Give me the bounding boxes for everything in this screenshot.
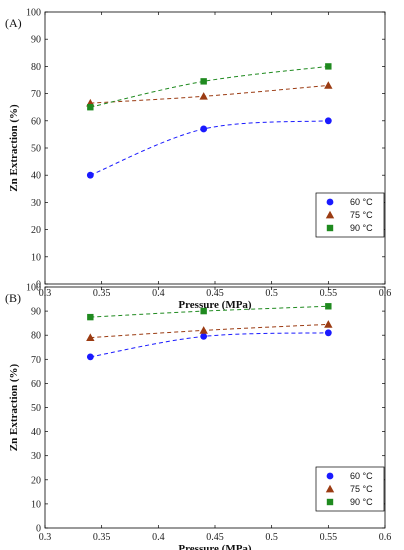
y-tick-label: 0 — [36, 280, 41, 291]
x-tick-label: 0.45 — [206, 288, 224, 299]
y-tick-label: 50 — [31, 403, 41, 414]
y-tick-label: 60 — [31, 116, 41, 127]
x-tick-label: 0.45 — [206, 532, 224, 543]
y-tick-label: 70 — [31, 89, 41, 100]
data-point — [86, 333, 95, 341]
y-tick-label: 10 — [31, 252, 41, 263]
y-tick-label: 40 — [31, 171, 41, 182]
data-point — [200, 78, 207, 85]
legend-label: 60 °C — [350, 197, 373, 207]
y-tick-label: 70 — [31, 355, 41, 366]
legend-label: 75 °C — [350, 484, 373, 494]
y-tick-label: 60 — [31, 379, 41, 390]
data-point — [325, 303, 332, 310]
x-tick-label: 0.3 — [39, 532, 52, 543]
y-tick-label: 50 — [31, 144, 41, 155]
x-tick-label: 0.55 — [320, 288, 338, 299]
legend-label: 90 °C — [350, 223, 373, 233]
y-tick-label: 30 — [31, 198, 41, 209]
legend-marker — [325, 484, 335, 493]
x-tick-label: 0.5 — [265, 288, 278, 299]
x-tick-label: 0.55 — [320, 532, 338, 543]
chart-panel-b: (B) 0 10 20 30 40 50 60 70 80 90 100 0.3 0.35 0.4 0.45 0… — [5, 283, 391, 550]
x-tick-label: 0.4 — [152, 532, 165, 543]
data-point — [200, 333, 208, 340]
y-tick-label: 90 — [31, 307, 41, 318]
x-tick-label: 0.35 — [93, 532, 111, 543]
x-tick-label: 0.4 — [152, 288, 165, 299]
data-point — [199, 326, 208, 334]
data-point — [324, 81, 333, 89]
x-tick-label: 0.35 — [93, 288, 111, 299]
y-tick-label: 100 — [26, 283, 41, 294]
legend-marker — [325, 210, 335, 219]
data-point — [87, 104, 94, 111]
plot-frame — [44, 11, 386, 285]
data-point — [87, 313, 94, 321]
legend-label: 60 °C — [350, 471, 373, 481]
y-axis-title: Zn Extraction (%) — [8, 104, 20, 192]
y-tick-label: 40 — [31, 427, 41, 438]
data-point — [199, 92, 208, 100]
data-point — [200, 307, 207, 315]
legend-label: 75 °C — [350, 210, 373, 220]
series-line — [90, 120, 329, 176]
y-axis-title: Zn Extraction (%) — [8, 363, 20, 451]
x-axis-title: Pressure (MPa) — [178, 543, 252, 550]
y-tick-label: 100 — [26, 8, 41, 19]
y-tick-label: 80 — [31, 62, 41, 73]
legend-marker — [326, 224, 334, 232]
data-point — [200, 125, 208, 133]
data-point — [86, 171, 94, 179]
y-tick-label: 30 — [31, 451, 41, 462]
y-tick-label: 0 — [36, 524, 41, 535]
x-tick-label: 0.6 — [379, 532, 392, 543]
y-tick-label: 80 — [31, 331, 41, 342]
data-point — [86, 353, 94, 361]
panel-label: (B) — [5, 291, 21, 305]
y-tick-label: 10 — [31, 499, 41, 510]
data-point — [325, 63, 332, 70]
y-tick-label: 20 — [31, 475, 41, 486]
legend-label: 90 °C — [350, 497, 373, 507]
legend-marker — [326, 498, 334, 506]
series-line — [90, 84, 329, 104]
data-point — [324, 320, 333, 328]
series-line — [90, 65, 329, 108]
data-point — [324, 329, 332, 337]
panel-label: (A) — [5, 16, 22, 30]
data-point — [324, 117, 332, 125]
legend-marker — [326, 472, 334, 480]
x-axis-title: Pressure (MPa) — [178, 299, 252, 311]
legend-marker — [326, 198, 334, 206]
y-tick-label: 20 — [31, 225, 41, 236]
series-line — [90, 332, 329, 358]
y-tick-label: 90 — [31, 35, 41, 46]
x-tick-label: 0.5 — [265, 532, 278, 543]
